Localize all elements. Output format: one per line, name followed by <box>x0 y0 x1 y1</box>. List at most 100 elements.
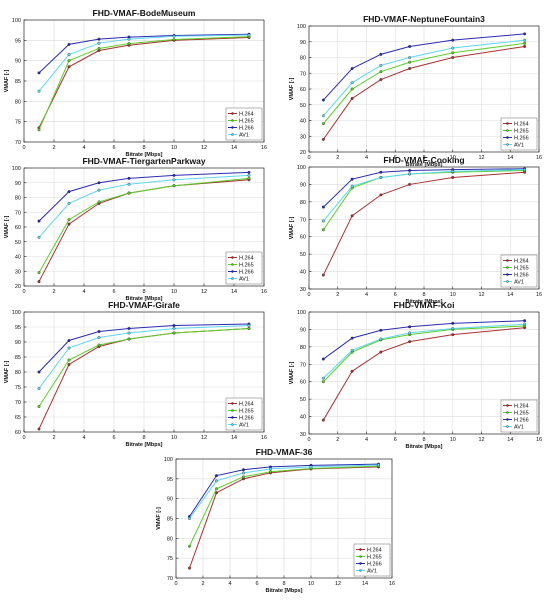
x-tick-label: 10 <box>171 435 177 441</box>
data-point <box>379 193 383 197</box>
data-point <box>379 337 383 341</box>
chart-panel: 0 2 4 6 8 10 12 14 16 70 75 80 85 90 95 100 FHD-VMAF-36 B… <box>156 447 395 594</box>
y-tick-label: 60 <box>300 87 306 93</box>
data-point <box>523 322 527 326</box>
data-point <box>523 168 527 172</box>
x-tick-label: 10 <box>171 289 177 295</box>
series-line <box>38 33 250 74</box>
data-point <box>172 324 176 327</box>
x-tick-label: 4 <box>82 145 85 151</box>
legend-marker <box>359 555 362 558</box>
legend-marker <box>506 136 509 139</box>
data-point <box>127 37 131 41</box>
legend-label: AV1 <box>239 277 249 283</box>
data-point <box>408 182 412 186</box>
data-point <box>408 56 412 59</box>
data-point <box>408 45 412 48</box>
legend-marker <box>506 259 509 262</box>
y-tick-label: 100 <box>297 24 306 30</box>
x-tick-label: 10 <box>171 145 177 151</box>
series-line <box>323 323 525 379</box>
data-point <box>127 331 131 335</box>
x-tick-label: 2 <box>336 437 339 443</box>
y-tick-label: 90 <box>300 40 306 46</box>
data-point <box>523 45 527 48</box>
data-point <box>172 184 176 188</box>
legend-marker <box>506 425 509 428</box>
chart-title: FHD-VMAF-Koi <box>394 300 455 310</box>
y-axis-label: VMAF [-] <box>156 507 162 530</box>
data-point <box>97 37 101 41</box>
chart-title: FHD-VMAF-36 <box>256 447 313 457</box>
legend-marker <box>506 404 509 407</box>
legend-label: H.266 <box>514 273 529 279</box>
x-tick-label: 0 <box>307 292 310 298</box>
legend-marker <box>359 562 362 565</box>
data-point <box>172 327 176 330</box>
x-tick-label: 0 <box>22 289 25 295</box>
series-line <box>38 36 250 128</box>
data-point <box>379 63 383 67</box>
y-tick-label: 100 <box>164 457 173 463</box>
y-tick-label: 90 <box>15 59 21 65</box>
y-tick-label: 90 <box>15 340 21 346</box>
data-point <box>321 357 325 361</box>
y-axis-label: VMAF [-] <box>4 216 10 239</box>
y-tick-label: 85 <box>15 79 21 85</box>
data-point <box>127 337 131 341</box>
y-tick-label: 70 <box>167 576 173 582</box>
data-point <box>242 471 245 475</box>
legend-marker <box>506 411 509 414</box>
x-tick-label: 4 <box>228 581 231 587</box>
x-tick-label: 0 <box>307 155 310 161</box>
legend-label: H.265 <box>367 555 382 561</box>
legend-marker <box>231 416 234 419</box>
data-point <box>321 219 325 223</box>
legend-label: AV1 <box>514 143 524 149</box>
x-tick-label: 4 <box>365 155 368 161</box>
x-tick-label: 8 <box>142 435 145 441</box>
legend-marker <box>506 129 509 132</box>
chart-panel: 0 2 4 6 8 10 12 14 16 20 30 40 50 60 70 80 90 100 FHD-VMAF… <box>289 14 542 168</box>
x-tick-label: 16 <box>261 145 267 151</box>
x-tick-label: 6 <box>112 145 115 151</box>
y-tick-label: 40 <box>300 415 306 421</box>
data-point <box>37 387 41 390</box>
x-tick-label: 16 <box>536 155 542 161</box>
legend-label: H.266 <box>239 126 254 132</box>
series-line <box>322 171 525 276</box>
data-point <box>321 380 325 384</box>
data-point <box>309 465 313 469</box>
data-point <box>242 475 245 479</box>
y-tick-label: 100 <box>12 166 21 172</box>
data-point <box>451 327 455 331</box>
x-tick-label: 0 <box>174 581 177 587</box>
data-point <box>350 67 354 70</box>
x-tick-label: 12 <box>478 292 484 298</box>
data-point <box>67 190 71 194</box>
y-tick-label: 95 <box>15 38 21 44</box>
legend-label: H.265 <box>239 409 254 415</box>
legend-label: H.265 <box>514 411 529 417</box>
x-tick-label: 16 <box>261 289 267 295</box>
data-point <box>67 222 71 226</box>
x-tick-label: 6 <box>394 292 397 298</box>
legend-marker <box>231 270 234 273</box>
data-point <box>451 46 455 50</box>
y-tick-label: 100 <box>12 18 21 24</box>
data-point <box>37 405 41 408</box>
x-tick-label: 10 <box>450 437 456 443</box>
data-point <box>379 52 383 56</box>
y-tick-label: 75 <box>15 120 21 126</box>
y-tick-label: 100 <box>297 165 306 171</box>
legend-label: H.266 <box>367 562 382 568</box>
data-point <box>67 358 71 362</box>
x-tick-label: 2 <box>52 435 55 441</box>
series-line <box>189 463 379 517</box>
y-tick-label: 85 <box>15 355 21 361</box>
data-point <box>321 273 325 277</box>
series-line <box>323 168 525 208</box>
data-point <box>97 41 101 45</box>
y-axis-label: VMAF [-] <box>4 70 10 93</box>
